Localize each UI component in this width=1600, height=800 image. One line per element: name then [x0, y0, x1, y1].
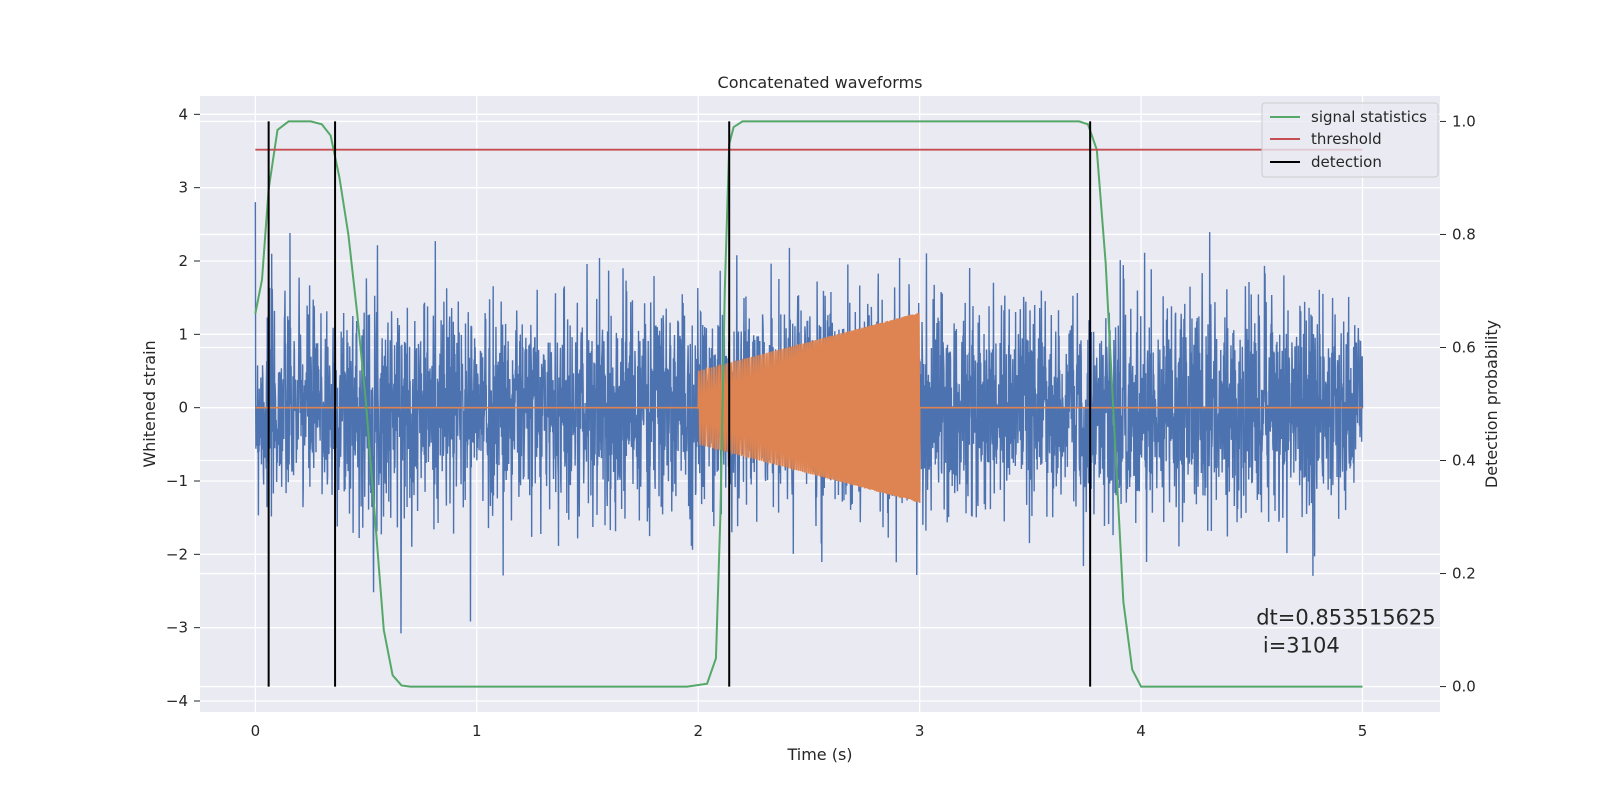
x-tick-label: 5 [1358, 722, 1368, 740]
y-right-tick-label: 1.0 [1452, 112, 1476, 130]
legend-box [1261, 102, 1439, 178]
y-tick-label: 0 [178, 399, 188, 417]
y-axis-right-label: Detection probability [1482, 320, 1501, 488]
x-tick-label: 0 [251, 722, 261, 740]
y-right-tick-label: 0.6 [1452, 338, 1476, 356]
annotation-dt: dt=0.853515625 [1256, 605, 1435, 629]
y-tick-label: 3 [178, 179, 188, 197]
data-series [254, 120, 1364, 688]
legend-label-detection: detection [1311, 153, 1382, 171]
tick-labels: 0 1 2 3 4 5 −4 −3 −2 −1 0 1 2 3 4 0.0 0.2 0.4 0.6 0.8 1.0 [166, 105, 1476, 740]
y-tick-label: 4 [178, 105, 188, 123]
y-tick-label: 1 [178, 325, 188, 343]
y-right-tick-label: 0.0 [1452, 678, 1476, 696]
x-tick-label: 1 [472, 722, 482, 740]
legend-label-signal-statistics: signal statistics [1311, 108, 1427, 126]
signal-series [255, 312, 1363, 504]
y-right-tick-label: 0.2 [1452, 565, 1476, 583]
y-tick-label: −1 [166, 472, 188, 490]
annotation: dt=0.853515625 i=3104 [1256, 605, 1435, 657]
annotation-index: i=3104 [1256, 633, 1340, 657]
x-tick-label: 4 [1136, 722, 1146, 740]
chart-title: Concatenated waveforms [718, 73, 923, 92]
y-tick-label: −2 [166, 545, 188, 563]
legend-label-threshold: threshold [1311, 130, 1382, 148]
y-right-tick-label: 0.4 [1452, 452, 1476, 470]
x-tick-label: 3 [915, 722, 925, 740]
y-tick-label: −3 [166, 619, 188, 637]
y-right-tick-label: 0.8 [1452, 225, 1476, 243]
y-tick-label: 2 [178, 252, 188, 270]
legend: signal statistics threshold detection [1261, 102, 1439, 178]
x-tick-label: 2 [693, 722, 703, 740]
y-tick-label: −4 [166, 692, 188, 710]
x-axis-label: Time (s) [786, 745, 852, 764]
signal-statistics-line [254, 120, 1363, 688]
y-axis-label: Whitened strain [140, 340, 159, 467]
